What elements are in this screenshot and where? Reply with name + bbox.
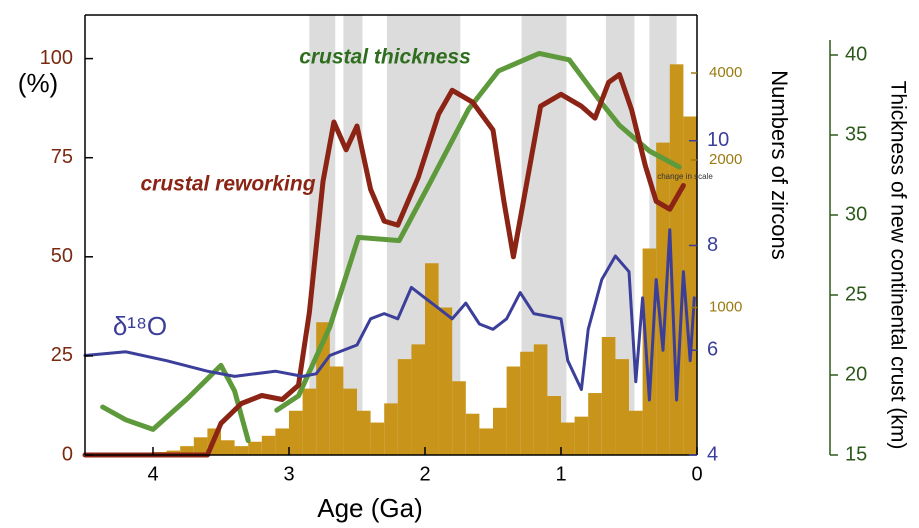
x-tick-label: 1: [555, 463, 566, 485]
y3-tick-label: 20: [845, 363, 867, 385]
zircon-bar: [329, 366, 344, 455]
zircon-bar: [615, 359, 629, 455]
zircon-bar: [452, 381, 466, 455]
y-label: (%): [18, 68, 58, 98]
y-tick-label: 75: [51, 146, 73, 168]
zircon-bar: [683, 116, 697, 455]
zircon-bar: [493, 407, 507, 455]
y2-tick-label: 6: [707, 339, 718, 361]
y-tick-label: 25: [51, 344, 73, 366]
y-tick-label: 50: [51, 245, 73, 267]
y3-tick-label: 40: [845, 43, 867, 65]
zircon-bar: [533, 344, 548, 455]
zircon-bar: [411, 344, 425, 455]
y3-tick-label: 35: [845, 123, 867, 145]
zircon-tick-label: 4000: [709, 64, 742, 81]
zircon-bar: [180, 446, 194, 455]
zircon-bar: [343, 388, 357, 455]
zircon-bar: [656, 142, 670, 455]
zircon-bar: [547, 396, 561, 455]
zircon-bar: [370, 422, 385, 455]
y3-tick-label: 15: [845, 443, 867, 465]
y-tick-label: 100: [40, 47, 73, 69]
series-label: crustal thickness: [299, 46, 471, 69]
zircon-bar: [642, 248, 657, 455]
zircon-tick-label: 1000: [709, 298, 742, 315]
x-tick-label: 3: [283, 463, 294, 485]
y3-label: Thickness of new continental crust (km): [886, 81, 909, 450]
zircon-bar: [465, 413, 480, 455]
zircon-bar: [397, 359, 412, 455]
zircon-bar: [438, 307, 453, 455]
zircon-bar: [289, 410, 303, 455]
y2-label: Numbers of zircons: [767, 70, 792, 260]
zircon-tick-label: 2000: [709, 151, 742, 168]
x-tick-label: 4: [147, 463, 158, 485]
zircon-bar: [234, 446, 249, 455]
series-label: δ¹⁸O: [113, 311, 167, 341]
y2-tick-label: 4: [707, 443, 718, 465]
zircon-bar: [574, 416, 589, 455]
zircon-bar: [221, 440, 235, 455]
y2-tick-label: 8: [707, 234, 718, 256]
zircon-bar: [357, 410, 371, 455]
series-line: [82, 72, 686, 458]
zircon-bar: [479, 428, 493, 455]
zircon-bar: [384, 403, 398, 455]
series-line: [100, 50, 682, 444]
zircon-bar: [561, 422, 575, 455]
zircon-bar: [193, 437, 208, 455]
y-tick-label: 0: [62, 443, 73, 465]
y3-tick-label: 25: [845, 283, 867, 305]
zircon-bar: [588, 393, 602, 455]
zircon-bar: [275, 428, 289, 455]
zircon-bar: [506, 366, 521, 455]
zircon-bar: [248, 441, 262, 455]
zircon-bar: [629, 410, 643, 455]
x-tick-label: 0: [691, 463, 702, 485]
annotation: change in scale: [657, 172, 713, 181]
series-label: crustal reworking: [140, 173, 315, 196]
y3-tick-label: 30: [845, 203, 867, 225]
zircon-bar: [425, 263, 439, 455]
zircon-bar: [520, 351, 534, 455]
series-line: [83, 228, 696, 402]
zircon-bar: [302, 388, 317, 455]
zircon-bar: [261, 435, 276, 455]
x-label: Age (Ga): [317, 493, 423, 523]
x-tick-label: 2: [419, 463, 430, 485]
zircon-bar: [601, 337, 616, 455]
y2-tick-label: 10: [707, 129, 729, 151]
